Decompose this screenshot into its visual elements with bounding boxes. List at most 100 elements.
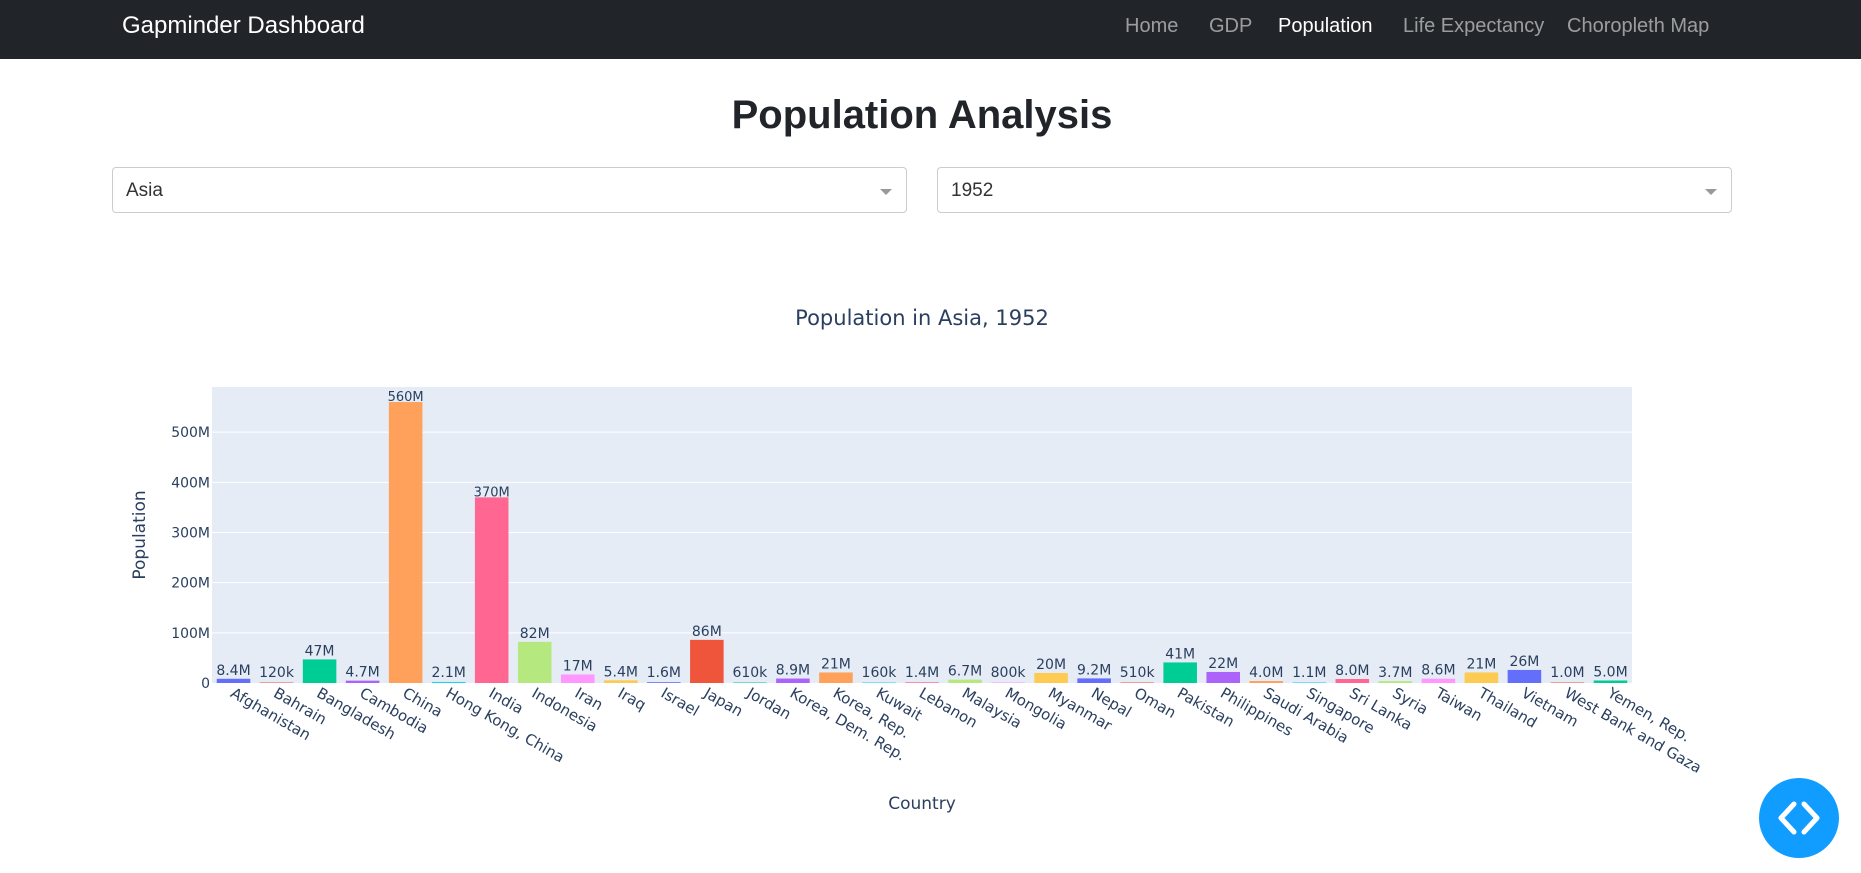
bar[interactable] <box>733 682 767 684</box>
y-axis-ticks: 0 100M 200M 300M 400M 500M <box>171 425 210 692</box>
chart-gridlines <box>212 431 1632 634</box>
y-tick-label: 300M <box>171 525 210 541</box>
nav-link-choropleth-map[interactable]: Choropleth Map <box>1567 15 1710 37</box>
plot-area <box>212 387 1632 683</box>
bar[interactable] <box>302 659 337 683</box>
bar[interactable] <box>1550 682 1585 683</box>
bar[interactable] <box>1593 680 1628 683</box>
bar[interactable] <box>1464 672 1499 683</box>
bar-value-label: 8.6M <box>1421 663 1455 679</box>
y-tick-label: 500M <box>171 425 210 441</box>
bar[interactable] <box>1120 682 1154 684</box>
bar[interactable] <box>517 641 552 683</box>
continent-dropdown-value: Asia <box>126 180 163 201</box>
chevron-down-icon <box>1705 189 1717 195</box>
bar[interactable] <box>991 682 1025 684</box>
continent-dropdown[interactable]: Asia <box>112 167 907 213</box>
x-tick-label: Jordan <box>743 683 794 723</box>
nav-link-life-expectancy[interactable]: Life Expectancy <box>1403 15 1545 37</box>
bar-value-label: 560M <box>388 390 424 405</box>
page-title: Population Analysis <box>731 93 1113 137</box>
x-tick-label: Taiwan <box>1431 683 1485 725</box>
bar-value-label: 800k <box>991 665 1027 681</box>
bar-value-label: 82M <box>520 626 550 642</box>
x-tick-label: Israel <box>658 684 703 720</box>
y-axis-label: Population <box>130 490 150 579</box>
nav-link-population[interactable]: Population <box>1278 15 1373 37</box>
bar[interactable] <box>819 672 853 683</box>
bar-value-label: 8.9M <box>776 663 810 679</box>
x-axis-ticks: AfghanistanBahrainBangladeshCambodiaChin… <box>228 683 1705 777</box>
bar[interactable] <box>1507 669 1542 683</box>
bar[interactable] <box>1163 662 1197 683</box>
bar-value-label: 47M <box>305 643 335 659</box>
y-tick-label: 100M <box>171 626 210 642</box>
bar-value-label: 5.4M <box>604 664 638 680</box>
bar[interactable] <box>862 682 896 684</box>
bar-value-label: 5.0M <box>1593 664 1627 680</box>
bar[interactable] <box>1378 681 1413 683</box>
bar[interactable] <box>1335 678 1370 683</box>
y-tick-label: 400M <box>171 475 210 491</box>
bar-value-label: 120k <box>259 665 295 681</box>
chart-bar-labels: 8.4M 120k 47M 4.7M 560M 2.1M 370M 82M 17M 5.4M 1.6… <box>216 390 1627 681</box>
bar-value-label: 4.7M <box>345 665 379 681</box>
bar[interactable] <box>1292 682 1327 683</box>
nav-link-gdp[interactable]: GDP <box>1209 15 1253 37</box>
bar[interactable] <box>690 639 724 683</box>
bar[interactable] <box>1034 672 1068 683</box>
bar-value-label: 6.7M <box>948 664 982 680</box>
bar-value-label: 160k <box>862 665 898 681</box>
x-tick-label: Iraq <box>615 684 649 714</box>
year-dropdown-value: 1952 <box>951 180 994 201</box>
bar-value-label: 17M <box>563 658 593 674</box>
bar-value-label: 510k <box>1120 665 1156 681</box>
bar-value-label: 86M <box>692 624 722 640</box>
bar[interactable] <box>259 682 294 684</box>
bar-value-label: 21M <box>1466 656 1496 672</box>
bar[interactable] <box>1206 671 1240 683</box>
bar-value-label: 9.2M <box>1077 662 1111 678</box>
bar-value-label: 2.1M <box>431 665 465 681</box>
chevron-down-icon <box>880 189 892 195</box>
bar-value-label: 21M <box>821 656 851 672</box>
x-axis-label: Country <box>888 794 956 814</box>
bar-value-label: 3.7M <box>1378 665 1412 681</box>
y-tick-label: 200M <box>171 576 210 592</box>
nav-link-home[interactable]: Home <box>1125 15 1179 37</box>
bar-value-label: 41M <box>1165 646 1195 662</box>
bar[interactable] <box>905 682 939 683</box>
chart-bars <box>216 402 1628 684</box>
bar[interactable] <box>345 680 380 683</box>
bar[interactable] <box>1249 680 1284 683</box>
bar[interactable] <box>388 402 423 683</box>
chart-title: Population in Asia, 1952 <box>795 306 1049 330</box>
bar[interactable] <box>647 682 681 683</box>
y-tick-label: 0 <box>201 676 210 692</box>
bar-value-label: 610k <box>732 665 768 681</box>
debug-menu-button[interactable] <box>1759 778 1839 858</box>
bar[interactable] <box>474 497 509 683</box>
bar-value-label: 8.4M <box>216 663 250 679</box>
bar[interactable] <box>948 679 982 683</box>
code-brackets-icon <box>1778 801 1820 835</box>
bar-value-label: 22M <box>1208 656 1238 672</box>
bar[interactable] <box>431 681 466 683</box>
bar-value-label: 8.0M <box>1335 663 1369 679</box>
bar[interactable] <box>1077 678 1111 683</box>
bar[interactable] <box>1421 678 1456 683</box>
brand-title[interactable]: Gapminder Dashboard <box>122 12 365 39</box>
bar[interactable] <box>216 678 251 683</box>
year-dropdown[interactable]: 1952 <box>937 167 1732 213</box>
bar-value-label: 1.6M <box>647 665 681 681</box>
bar[interactable] <box>776 678 810 683</box>
bar-value-label: 370M <box>474 485 510 500</box>
bar-value-label: 26M <box>1509 654 1539 670</box>
nav-links: Home GDP Population Life Expectancy Chor… <box>0 0 1861 59</box>
bar-value-label: 1.4M <box>905 665 939 681</box>
bar-value-label: 1.0M <box>1550 665 1584 681</box>
bar[interactable] <box>604 680 638 683</box>
bar-value-label: 20M <box>1036 657 1066 673</box>
bar-value-label: 1.1M <box>1292 665 1326 681</box>
bar[interactable] <box>560 674 595 683</box>
